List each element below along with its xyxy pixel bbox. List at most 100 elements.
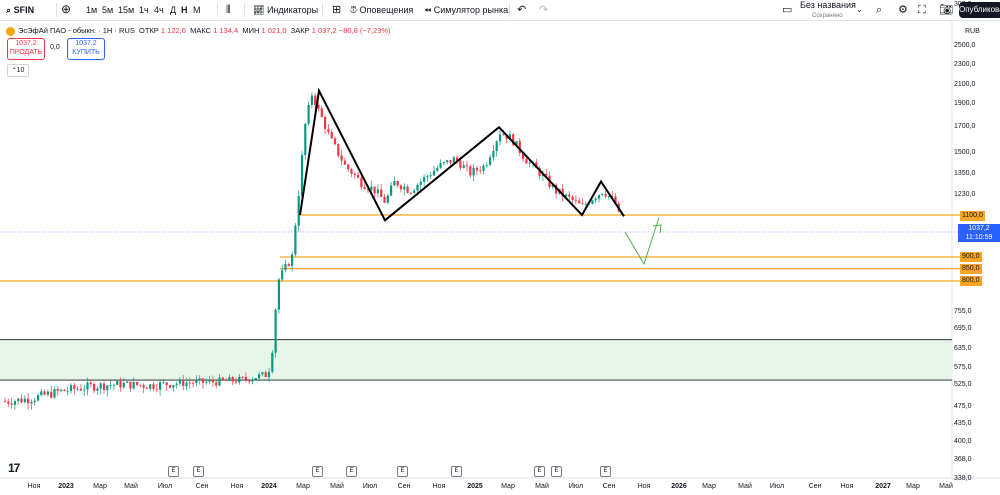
sell-button[interactable]: 1037,2 ПРОДАТЬ: [7, 38, 45, 60]
candle-body: [314, 95, 317, 105]
candle-body: [139, 384, 142, 386]
layout-icon[interactable]: ▭: [782, 4, 793, 16]
candle-body: [274, 309, 277, 353]
candle-body: [50, 391, 53, 398]
candle-body: [482, 165, 485, 171]
price-tick-label: 435,0: [954, 420, 972, 427]
replay-button[interactable]: ⏪︎ Симулятор рынка: [424, 5, 509, 15]
earnings-marker[interactable]: E: [397, 466, 408, 477]
time-tick-label: Май: [535, 483, 549, 490]
current-price-label: 1037,2 11:10:59: [958, 224, 1000, 242]
candles-chart-type-icon[interactable]: ⫴: [226, 4, 231, 16]
candle-body: [83, 389, 86, 391]
interval-5m[interactable]: 5м: [102, 5, 114, 15]
interval-4h[interactable]: 4ч: [154, 5, 164, 15]
earnings-marker[interactable]: E: [346, 466, 357, 477]
candle-body: [218, 377, 221, 386]
indicators-button[interactable]: 📈︎ Индикаторы: [253, 5, 319, 15]
series-legend: ЭсЭфАй ПАО - обыкн. · 1Н · RUS ОТКР 1 12…: [6, 25, 391, 37]
candle-body: [607, 196, 610, 197]
price-tick-label: 1230,0: [954, 191, 976, 198]
tradingview-logo[interactable]: 17: [8, 461, 20, 475]
time-tick-label: Ноя: [230, 483, 244, 490]
interval-1h[interactable]: 1ч: [139, 5, 149, 15]
chevron-down-icon[interactable]: ⌄: [856, 5, 863, 14]
candle-body: [373, 186, 376, 194]
earnings-marker[interactable]: E: [168, 466, 179, 477]
alerts-button[interactable]: ⏰︎ Оповещения: [350, 5, 414, 15]
quick-search-icon[interactable]: ⌕: [876, 4, 883, 16]
earnings-marker[interactable]: E: [600, 466, 611, 477]
candle-body: [185, 382, 188, 387]
candle-body: [465, 165, 469, 167]
candle-body: [36, 395, 40, 401]
interval-week[interactable]: Н: [181, 5, 188, 15]
candle-body: [452, 157, 455, 163]
candle-body: [456, 157, 459, 161]
volume-toggle[interactable]: ⌃10: [7, 64, 29, 77]
camera-icon[interactable]: 📷︎: [939, 4, 953, 16]
candle-body: [129, 381, 132, 389]
candle-body: [231, 377, 234, 382]
candle-body: [390, 185, 393, 196]
candle-body: [423, 177, 426, 182]
compare-symbol-button[interactable]: ⊕: [61, 3, 71, 17]
candle-body: [221, 377, 224, 380]
layouts-grid-icon[interactable]: ⊞: [332, 4, 342, 16]
candle-body: [498, 134, 502, 142]
interval-1m[interactable]: 1м: [86, 5, 98, 15]
time-tick-label: Ноя: [840, 483, 854, 490]
candle-body: [119, 381, 122, 388]
earnings-marker[interactable]: E: [312, 466, 323, 477]
high-label: МАКС: [190, 26, 212, 35]
candle-body: [383, 197, 386, 203]
candle-body: [317, 104, 320, 109]
undo-icon[interactable]: ↶: [517, 4, 527, 16]
pattern-drawing: [299, 87, 625, 222]
interval-day[interactable]: Д: [170, 5, 177, 15]
candle-body: [366, 189, 370, 191]
redo-icon[interactable]: ↷: [539, 4, 549, 16]
symbol-search-button[interactable]: ⌕ SFIN: [6, 5, 35, 15]
candle-body: [244, 376, 247, 380]
earnings-marker[interactable]: E: [534, 466, 545, 477]
price-tick-label: 1350,0: [954, 170, 976, 177]
earnings-marker[interactable]: E: [451, 466, 462, 477]
low-value: 1 021,0: [261, 26, 287, 35]
time-tick-label: Мар: [501, 483, 515, 490]
candle-body: [489, 157, 492, 165]
candle-body: [611, 196, 614, 197]
interval-month[interactable]: М: [193, 5, 201, 15]
earnings-marker[interactable]: E: [551, 466, 562, 477]
candle-body: [155, 388, 158, 390]
candle-body: [201, 378, 205, 383]
fullscreen-icon[interactable]: ⛶: [918, 4, 926, 16]
time-tick-label: 2027: [875, 483, 891, 490]
interval-15m[interactable]: 15м: [118, 5, 135, 15]
candle-body: [310, 95, 313, 105]
buy-button[interactable]: 1037,2 КУПИТЬ: [67, 38, 105, 60]
candle-body: [571, 196, 574, 200]
publish-button[interactable]: Опубликовать: [959, 2, 1000, 18]
candle-body: [165, 382, 168, 386]
candle-body: [515, 141, 518, 145]
projection-drawing: [624, 217, 660, 266]
layout-name-button[interactable]: Без названия Сохранено: [800, 0, 856, 20]
candle-body: [271, 352, 274, 372]
volume-value: 10: [16, 67, 25, 74]
buy-label: КУПИТЬ: [72, 49, 100, 56]
candle-body: [76, 388, 79, 390]
price-tick-label: 575,0: [954, 364, 972, 371]
currency-label[interactable]: RUB: [965, 28, 980, 35]
candle-body: [518, 141, 521, 153]
candle-body: [508, 134, 511, 139]
candle-body: [284, 264, 287, 271]
time-tick-label: 2026: [671, 483, 687, 490]
settings-gear-icon[interactable]: ⚙: [898, 4, 908, 16]
earnings-marker[interactable]: E: [193, 466, 204, 477]
candle-body: [574, 199, 577, 201]
time-tick-label: Июл: [769, 483, 785, 490]
candle-body: [564, 194, 568, 197]
candle-body: [135, 381, 139, 385]
